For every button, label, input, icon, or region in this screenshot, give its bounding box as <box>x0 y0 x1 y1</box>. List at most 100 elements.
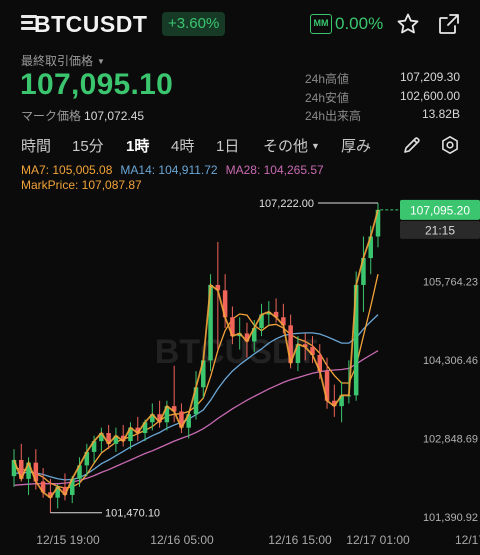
last-price-label-text: 最終取引価格 <box>21 54 94 68</box>
x-tick-label: 12/17 01:00 <box>346 533 410 547</box>
candle-body <box>302 344 308 347</box>
candle-body <box>84 451 90 466</box>
y-tick-label: 102,848.69 <box>423 434 478 446</box>
ma28-line <box>13 350 379 486</box>
caret-down-icon: ▼ <box>311 141 320 151</box>
high-marker-label: 107,222.00 <box>259 198 314 210</box>
candle-body <box>99 433 104 442</box>
tab-1d[interactable]: 1日 <box>216 138 240 155</box>
mark-price-value: 107,072.45 <box>84 109 145 123</box>
share-icon[interactable] <box>437 12 461 36</box>
x-tick-label: 12/15 19:00 <box>36 533 100 547</box>
ma28-label: MA28: 104,265.57 <box>225 163 324 177</box>
candle-body <box>128 427 133 442</box>
tab-depth[interactable]: 厚み <box>341 138 372 155</box>
candle-body <box>135 427 141 434</box>
candlestick-chart[interactable]: BTCUSDT 105,764.23 104,306.46 102,848.69 101… <box>0 185 480 555</box>
stat-24h-high: 24h高値 107,209.30 <box>305 70 460 86</box>
candle-body <box>106 433 111 444</box>
tab-more[interactable]: その他 ▼ <box>263 135 320 156</box>
mark-price: マーク価格 107,072.45 <box>21 107 144 124</box>
candle-body <box>120 435 126 442</box>
change-badge: +3.60% <box>162 12 226 36</box>
candle-body <box>230 317 235 337</box>
candle-body <box>157 414 162 423</box>
stat-value: 102,600.00 <box>399 89 460 103</box>
mark-price-label: マーク価格 <box>21 109 82 123</box>
candle-body <box>193 387 199 415</box>
mm-value[interactable]: 0.00% <box>335 14 384 33</box>
candle-body <box>368 236 373 259</box>
candle-body <box>208 284 213 361</box>
tab-time[interactable]: 時間 <box>21 138 52 155</box>
candle-body <box>251 328 257 342</box>
candle-body <box>77 465 82 479</box>
header: BTCUSDT +3.60% MM 0.00% <box>0 0 480 50</box>
candle-body <box>62 486 68 495</box>
stat-value: 13.82B <box>421 107 460 121</box>
candle-body <box>69 478 75 495</box>
gear-icon[interactable] <box>440 135 460 155</box>
ma-legend: MA7: 105,005.08 MA14: 104,911.72 MA28: 104… <box>21 163 332 177</box>
candle-body <box>142 422 148 434</box>
timeframe-tabs: 時間 15分 1時 4時 1日 その他 ▼ 厚み <box>0 130 480 160</box>
candle-body <box>215 284 221 291</box>
tab-15m[interactable]: 15分 <box>72 138 104 155</box>
candle-body <box>179 411 184 428</box>
star-icon[interactable] <box>396 12 420 36</box>
markprice-label: MarkPrice: 107,087.87 <box>21 178 142 192</box>
tab-more-label: その他 <box>263 138 309 155</box>
ma14-label: MA14: 104,911.72 <box>120 163 218 177</box>
stat-24h-volume: 24h出来高 13.82B <box>305 107 460 123</box>
chart-canvas[interactable]: BTCUSDT 105,764.23 104,306.46 102,848.69 101… <box>0 185 480 555</box>
last-price: 107,095.10 <box>20 68 174 101</box>
countdown-label: 21:15 <box>425 223 455 237</box>
tab-4h[interactable]: 4時 <box>171 138 195 155</box>
ma7-label: MA7: 105,005.08 <box>21 163 113 177</box>
tab-1h[interactable]: 1時 <box>126 138 150 155</box>
candle-body <box>26 462 31 479</box>
y-tick-label: 104,306.46 <box>423 355 478 367</box>
x-tick-label: 12/17 <box>455 533 480 547</box>
stat-label: 24h高値 <box>305 72 350 86</box>
candle-body <box>222 290 228 318</box>
candle-body <box>273 311 279 318</box>
candle-body <box>361 258 366 285</box>
caret-down-icon: ▼ <box>97 57 105 66</box>
candle-body <box>237 333 242 337</box>
y-tick-label: 105,764.23 <box>423 277 478 289</box>
countdown-badge <box>400 220 480 239</box>
markprice-legend: MarkPrice: 107,087.87 <box>21 178 150 192</box>
markprice-line <box>13 209 379 499</box>
menu-icon[interactable] <box>21 15 37 31</box>
candle-body <box>324 371 330 401</box>
stat-label: 24h安値 <box>305 91 350 105</box>
candle-body <box>281 317 286 326</box>
stat-label: 24h出来高 <box>305 109 362 123</box>
pencil-icon[interactable] <box>402 135 422 155</box>
candle-body <box>244 333 250 342</box>
candle-body <box>91 441 97 452</box>
candle-body <box>353 284 359 396</box>
current-price-badge <box>400 199 480 220</box>
candle-body <box>266 311 272 315</box>
candle-body <box>259 314 264 329</box>
candle-body <box>40 481 46 493</box>
candle-body <box>201 360 206 388</box>
last-price-label[interactable]: 最終取引価格 ▼ <box>21 52 105 69</box>
candle-body <box>186 414 191 428</box>
candle-body <box>55 486 60 498</box>
candle-body <box>339 395 344 407</box>
current-price-label: 107,095.20 <box>410 203 470 217</box>
candle-body <box>164 406 170 423</box>
candle-body <box>288 325 293 364</box>
y-tick-label: 101,390.92 <box>423 512 478 524</box>
stat-value: 107,209.30 <box>399 70 460 84</box>
candle-body <box>113 435 119 444</box>
watermark: BTCUSDT <box>155 333 318 371</box>
symbol-title[interactable]: BTCUSDT <box>34 11 148 37</box>
candle-body <box>19 459 24 479</box>
candle-body <box>317 354 323 372</box>
candle-body <box>33 462 39 482</box>
mm-badge[interactable]: MM <box>310 14 332 34</box>
